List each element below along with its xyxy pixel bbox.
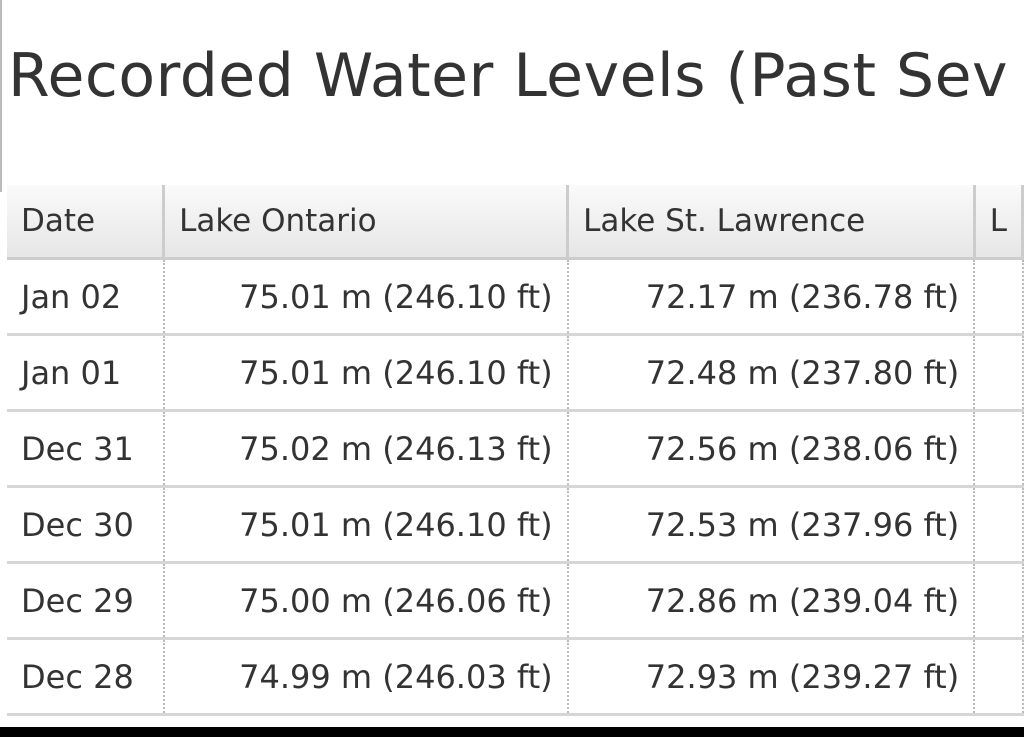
- table-row: Jan 02 75.01 m (246.10 ft) 72.17 m (236.78…: [7, 258, 1024, 336]
- empty-cell: [974, 638, 1024, 716]
- date-cell: Dec 29: [7, 562, 165, 640]
- table-row: Dec 29 75.00 m (246.06 ft) 72.86 m (239.04…: [7, 562, 1024, 640]
- level-cell: 75.02 m (246.13 ft): [163, 410, 569, 488]
- table-row: Dec 28 74.99 m (246.03 ft) 72.93 m (239.27…: [7, 638, 1024, 716]
- water-level-table: Date Lake Ontario Lake St. Lawrence L Jan 0…: [7, 185, 1024, 716]
- date-cell: Dec 30: [7, 486, 165, 564]
- empty-cell: [974, 410, 1024, 488]
- frame-edge: [0, 0, 2, 192]
- date-cell: Jan 02: [7, 258, 165, 336]
- column-header: L: [974, 185, 1024, 260]
- bottom-bar: [0, 727, 1024, 737]
- empty-cell: [974, 562, 1024, 640]
- date-cell: Jan 01: [7, 334, 165, 412]
- date-cell: Dec 31: [7, 410, 165, 488]
- page-title: Recorded Water Levels (Past Sev: [8, 41, 1009, 111]
- table-row: Jan 01 75.01 m (246.10 ft) 72.48 m (237.80…: [7, 334, 1024, 412]
- header-row: Date Lake Ontario Lake St. Lawrence L: [7, 185, 1024, 260]
- table-row: Dec 30 75.01 m (246.10 ft) 72.53 m (237.96…: [7, 486, 1024, 564]
- level-cell: 74.99 m (246.03 ft): [163, 638, 569, 716]
- level-cell: 72.86 m (239.04 ft): [567, 562, 976, 640]
- level-cell: 72.48 m (237.80 ft): [567, 334, 976, 412]
- column-header: Date: [7, 185, 166, 260]
- empty-cell: [974, 486, 1024, 564]
- level-cell: 75.01 m (246.10 ft): [163, 486, 569, 564]
- empty-cell: [974, 334, 1024, 412]
- level-cell: 72.17 m (236.78 ft): [567, 258, 976, 336]
- level-cell: 72.53 m (237.96 ft): [567, 486, 976, 564]
- column-header: Lake Ontario: [163, 185, 570, 260]
- level-cell: 72.56 m (238.06 ft): [567, 410, 976, 488]
- level-cell: 75.01 m (246.10 ft): [163, 258, 569, 336]
- column-header: Lake St. Lawrence: [567, 185, 976, 260]
- empty-cell: [974, 258, 1024, 336]
- table-row: Dec 31 75.02 m (246.13 ft) 72.56 m (238.06…: [7, 410, 1024, 488]
- table-body: Jan 02 75.01 m (246.10 ft) 72.17 m (236.78…: [7, 258, 1024, 716]
- level-cell: 75.01 m (246.10 ft): [163, 334, 569, 412]
- level-cell: 72.93 m (239.27 ft): [567, 638, 976, 716]
- level-cell: 75.00 m (246.06 ft): [163, 562, 569, 640]
- date-cell: Dec 28: [7, 638, 165, 716]
